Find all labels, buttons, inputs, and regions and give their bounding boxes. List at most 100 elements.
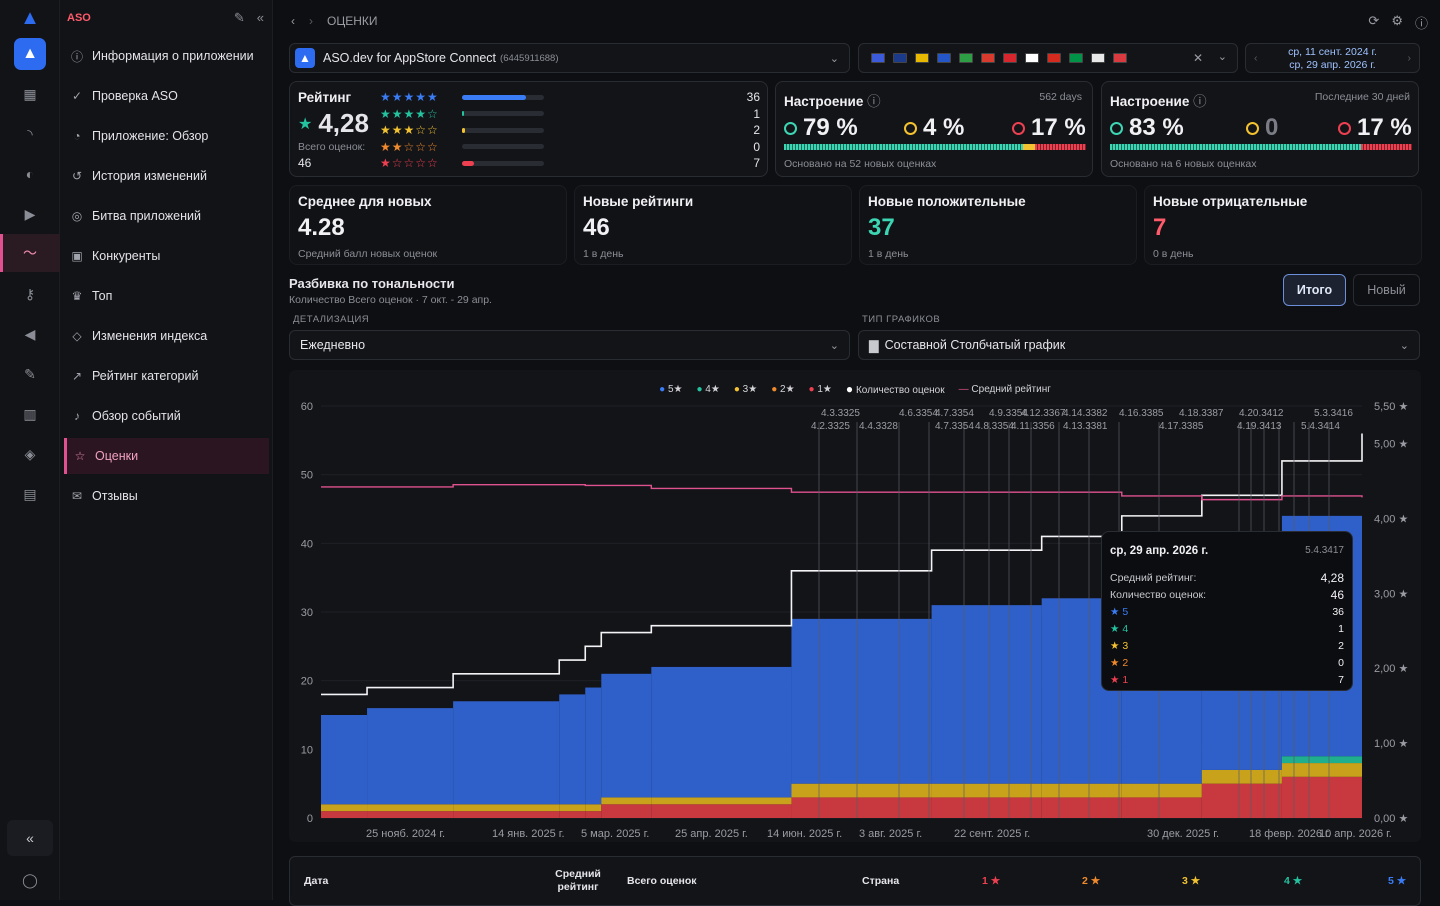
clear-flags-icon[interactable]: ✕ xyxy=(1192,51,1203,65)
flag-icon[interactable] xyxy=(1091,53,1105,63)
rating-value: ★ 4,28 xyxy=(298,108,369,138)
flag-icon[interactable] xyxy=(871,53,885,63)
sidebar-item-5[interactable]: ▣ Конкуренты xyxy=(64,238,269,274)
bar-s1 xyxy=(791,797,932,818)
flag-icon[interactable] xyxy=(915,53,929,63)
sidebar-item-10[interactable]: ☆ Оценки xyxy=(64,438,269,474)
edit-icon[interactable]: ✎ xyxy=(233,10,245,25)
sidebar-item-label: Проверка ASO xyxy=(92,89,178,103)
key-icon[interactable]: ⚷ xyxy=(24,285,36,302)
gear-icon[interactable]: ⚙ xyxy=(1391,13,1403,28)
sidebar-item-1[interactable]: ✓ Проверка ASO xyxy=(64,78,269,114)
forward-icon[interactable]: › xyxy=(309,14,313,28)
rating-row: ★★☆☆☆ 0 xyxy=(380,140,760,154)
store-icon[interactable]: ▤ xyxy=(23,485,37,502)
breakdown-subtitle: Количество Всего оценок · 7 окт. - 29 ап… xyxy=(289,294,492,306)
mood-card-all: Настроение ⓘ 562 days 79 % 4 % 17 % Осно… xyxy=(775,81,1093,177)
flag-icon[interactable] xyxy=(981,53,995,63)
check-circle-icon: ✓ xyxy=(71,89,83,103)
help-icon[interactable]: ⓘ xyxy=(1414,16,1428,31)
legend-count: ● Количество оценок xyxy=(845,382,945,396)
table-col-1[interactable]: Средний рейтинг xyxy=(555,868,601,893)
x-tick-label: 3 авг. 2025 г. xyxy=(859,828,922,840)
play-icon[interactable]: ▶ xyxy=(24,205,36,222)
sidebar-item-3[interactable]: ↺ История изменений xyxy=(64,158,269,194)
table-col-6[interactable]: 3 ★ xyxy=(1182,875,1201,887)
sidebar-item-8[interactable]: ↗ Рейтинг категорий xyxy=(64,358,269,394)
back-icon[interactable]: ‹ xyxy=(291,14,295,28)
stat-sub: Средний балл новых оценок xyxy=(298,248,438,260)
refresh-icon[interactable]: ⟳ xyxy=(1368,13,1380,28)
bar-s5 xyxy=(931,605,1042,784)
flag-icon[interactable] xyxy=(893,53,907,63)
table-col-5[interactable]: 2 ★ xyxy=(1082,875,1101,887)
new-button[interactable]: Новый xyxy=(1353,274,1420,306)
sidebar: ASO ✎ « ⓘ Информация о приложении ✓ Проверк… xyxy=(60,0,273,900)
date-next-icon[interactable]: › xyxy=(1407,52,1412,64)
table-col-7[interactable]: 4 ★ xyxy=(1284,875,1303,887)
count-line xyxy=(321,433,1363,696)
breadcrumb-current: ОЦЕНКИ xyxy=(327,14,378,28)
collapse-sidebar-icon[interactable]: « xyxy=(256,10,264,25)
sidebar-item-4[interactable]: ◎ Битва приложений xyxy=(64,198,269,234)
release-label: 4.7.3354 xyxy=(935,421,974,432)
sidebar-item-0[interactable]: ⓘ Информация о приложении xyxy=(64,38,269,74)
mood1-note: Основано на 52 новых оценках xyxy=(784,158,937,170)
y-tick-label: 60 xyxy=(301,401,313,413)
flag-icon[interactable] xyxy=(1113,53,1127,63)
app-name: ASO.dev for AppStore Connect xyxy=(323,51,497,65)
apple-icon[interactable]: ◐ xyxy=(25,166,35,182)
flag-icon[interactable] xyxy=(1047,53,1061,63)
mood1-period: 562 days xyxy=(1039,91,1082,103)
flag-icon[interactable] xyxy=(1003,53,1017,63)
legend-4: ● 4★ xyxy=(696,383,720,395)
sidebar-item-9[interactable]: ♪ Обзор событий xyxy=(64,398,269,434)
x-tick-label: 5 мар. 2025 г. xyxy=(581,828,649,840)
table-col-0[interactable]: Дата xyxy=(304,875,329,887)
flag-icon[interactable] xyxy=(959,53,973,63)
x-tick-label: 30 дек. 2025 г. xyxy=(1147,828,1219,840)
date-range[interactable]: ‹ ср, 11 сент. 2024 г. ср, 29 апр. 2026 … xyxy=(1245,43,1420,73)
collapse-rail-icon[interactable]: « xyxy=(7,820,53,856)
sidebar-item-2[interactable]: ◔ Приложение: Обзор xyxy=(64,118,269,154)
vscode-icon[interactable]: ◈ xyxy=(24,445,36,462)
rss-icon[interactable]: ◝ xyxy=(27,125,33,142)
bar-s3 xyxy=(321,804,368,812)
sidebar-item-label: История изменений xyxy=(92,169,207,183)
flag-icon[interactable] xyxy=(1069,53,1083,63)
country-flags[interactable]: ✕ ⌄ xyxy=(858,43,1238,73)
flags-chevron-icon[interactable]: ⌄ xyxy=(1217,51,1227,63)
tools-icon[interactable]: ✎ xyxy=(24,365,36,382)
release-label: 4.20.3412 xyxy=(1239,408,1284,419)
star-icon: ☆ xyxy=(74,449,86,463)
app-selector[interactable]: ▲ ASO.dev for AppStore Connect (64459116… xyxy=(289,43,850,73)
table-col-4[interactable]: 1 ★ xyxy=(982,875,1001,887)
app-id: (6445911688) xyxy=(500,52,559,64)
stat-card: Новые положительные 37 1 в день xyxy=(859,185,1137,265)
trend-icon[interactable]: 〜 xyxy=(23,245,37,261)
detail-label: ДЕТАЛИЗАЦИЯ xyxy=(293,314,370,325)
total-button[interactable]: Итого xyxy=(1283,274,1346,306)
report-icon[interactable]: ▥ xyxy=(23,405,37,422)
chart-type-select[interactable]: ▇ Составной Столбчатый график ⌄ xyxy=(858,330,1420,360)
flag-icon[interactable] xyxy=(1025,53,1039,63)
flag-icon[interactable] xyxy=(937,53,951,63)
date-prev-icon[interactable]: ‹ xyxy=(1254,52,1258,64)
stat-title: Новые рейтинги xyxy=(583,194,694,209)
neutral-face-icon xyxy=(1246,121,1259,135)
table-col-2[interactable]: Всего оценок xyxy=(627,875,697,887)
app-icon[interactable]: ▲ xyxy=(14,38,46,70)
sidebar-item-7[interactable]: ◇ Изменения индекса xyxy=(64,318,269,354)
detail-select[interactable]: Ежедневно ⌄ xyxy=(289,330,850,360)
megaphone-icon[interactable]: ◀ xyxy=(24,325,36,342)
table-col-3[interactable]: Страна xyxy=(862,875,900,887)
trophy-icon: ♛ xyxy=(71,289,83,303)
rating-bar xyxy=(462,127,544,133)
ratings-table-header: Дата Средний рейтинг Всего оценок Страна 1 ★… xyxy=(289,856,1421,906)
grid-icon[interactable]: ▦ xyxy=(23,85,37,102)
sidebar-item-6[interactable]: ♛ Топ xyxy=(64,278,269,314)
user-icon[interactable]: ◯ xyxy=(22,871,38,888)
table-col-8[interactable]: 5 ★ xyxy=(1388,875,1407,887)
sidebar-item-11[interactable]: ✉ Отзывы xyxy=(64,478,269,514)
battle-icon: ◎ xyxy=(71,209,83,223)
